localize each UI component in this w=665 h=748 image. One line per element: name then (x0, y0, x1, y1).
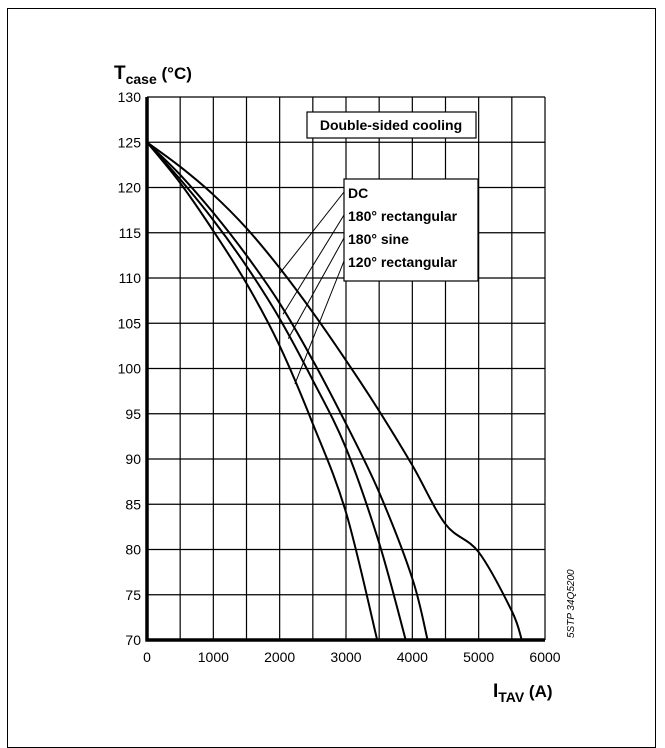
y-tick-label: 130 (118, 89, 142, 105)
y-tick-label: 115 (119, 225, 142, 241)
annotation-box-text: Double-sided cooling (320, 117, 462, 133)
legend-box: DC 180° rectangular 180° sine 120° recta… (343, 178, 479, 282)
x-tick-label: 0 (143, 649, 151, 665)
curve-dc (146, 141, 523, 641)
leader-line (294, 260, 345, 385)
legend-label-180-sine: 180° sine (348, 231, 409, 247)
curve-180-rectangular (146, 141, 429, 641)
legend-label-180-rect: 180° rectangular (348, 208, 458, 224)
x-tick-label: 4000 (397, 649, 428, 665)
y-tick-label: 105 (118, 315, 142, 331)
legend-label-120-rect: 120° rectangular (348, 254, 458, 270)
leader-line (282, 214, 345, 315)
axes (145, 97, 545, 642)
x-tick-label: 6000 (529, 649, 560, 665)
y-tick-label: 85 (125, 496, 141, 512)
x-tick-label: 3000 (330, 649, 361, 665)
x-tick-label: 1000 (198, 649, 229, 665)
y-tick-label: 100 (118, 361, 142, 377)
legend-label-dc: DC (348, 185, 368, 201)
x-axis-title: ITAV (A) (493, 681, 553, 705)
tick-labels: 70 75 80 85 90 95 100 105 110 115 120 125 130 0 1000 20… (118, 89, 561, 665)
annotation-box: Double-sided cooling (306, 111, 477, 139)
side-code-text: 5STP 34Q5200 (566, 569, 577, 638)
curve-120-rectangular (146, 141, 379, 641)
y-tick-label: 110 (119, 270, 142, 286)
y-tick-label: 125 (118, 134, 142, 150)
x-tick-label: 2000 (264, 649, 295, 665)
y-axis-title: Tcase (°C) (114, 63, 192, 87)
leader-lines (279, 191, 345, 385)
leader-line (287, 237, 345, 339)
x-tick-label: 5000 (463, 649, 494, 665)
curves (146, 141, 523, 641)
y-tick-label: 80 (125, 542, 141, 558)
y-tick-label: 120 (118, 180, 142, 196)
y-tick-label: 90 (125, 451, 141, 467)
curve-180-sine (146, 141, 407, 641)
y-tick-label: 95 (125, 406, 141, 422)
leader-line (279, 191, 345, 274)
y-tick-label: 70 (125, 632, 141, 648)
y-tick-label: 75 (125, 587, 141, 603)
